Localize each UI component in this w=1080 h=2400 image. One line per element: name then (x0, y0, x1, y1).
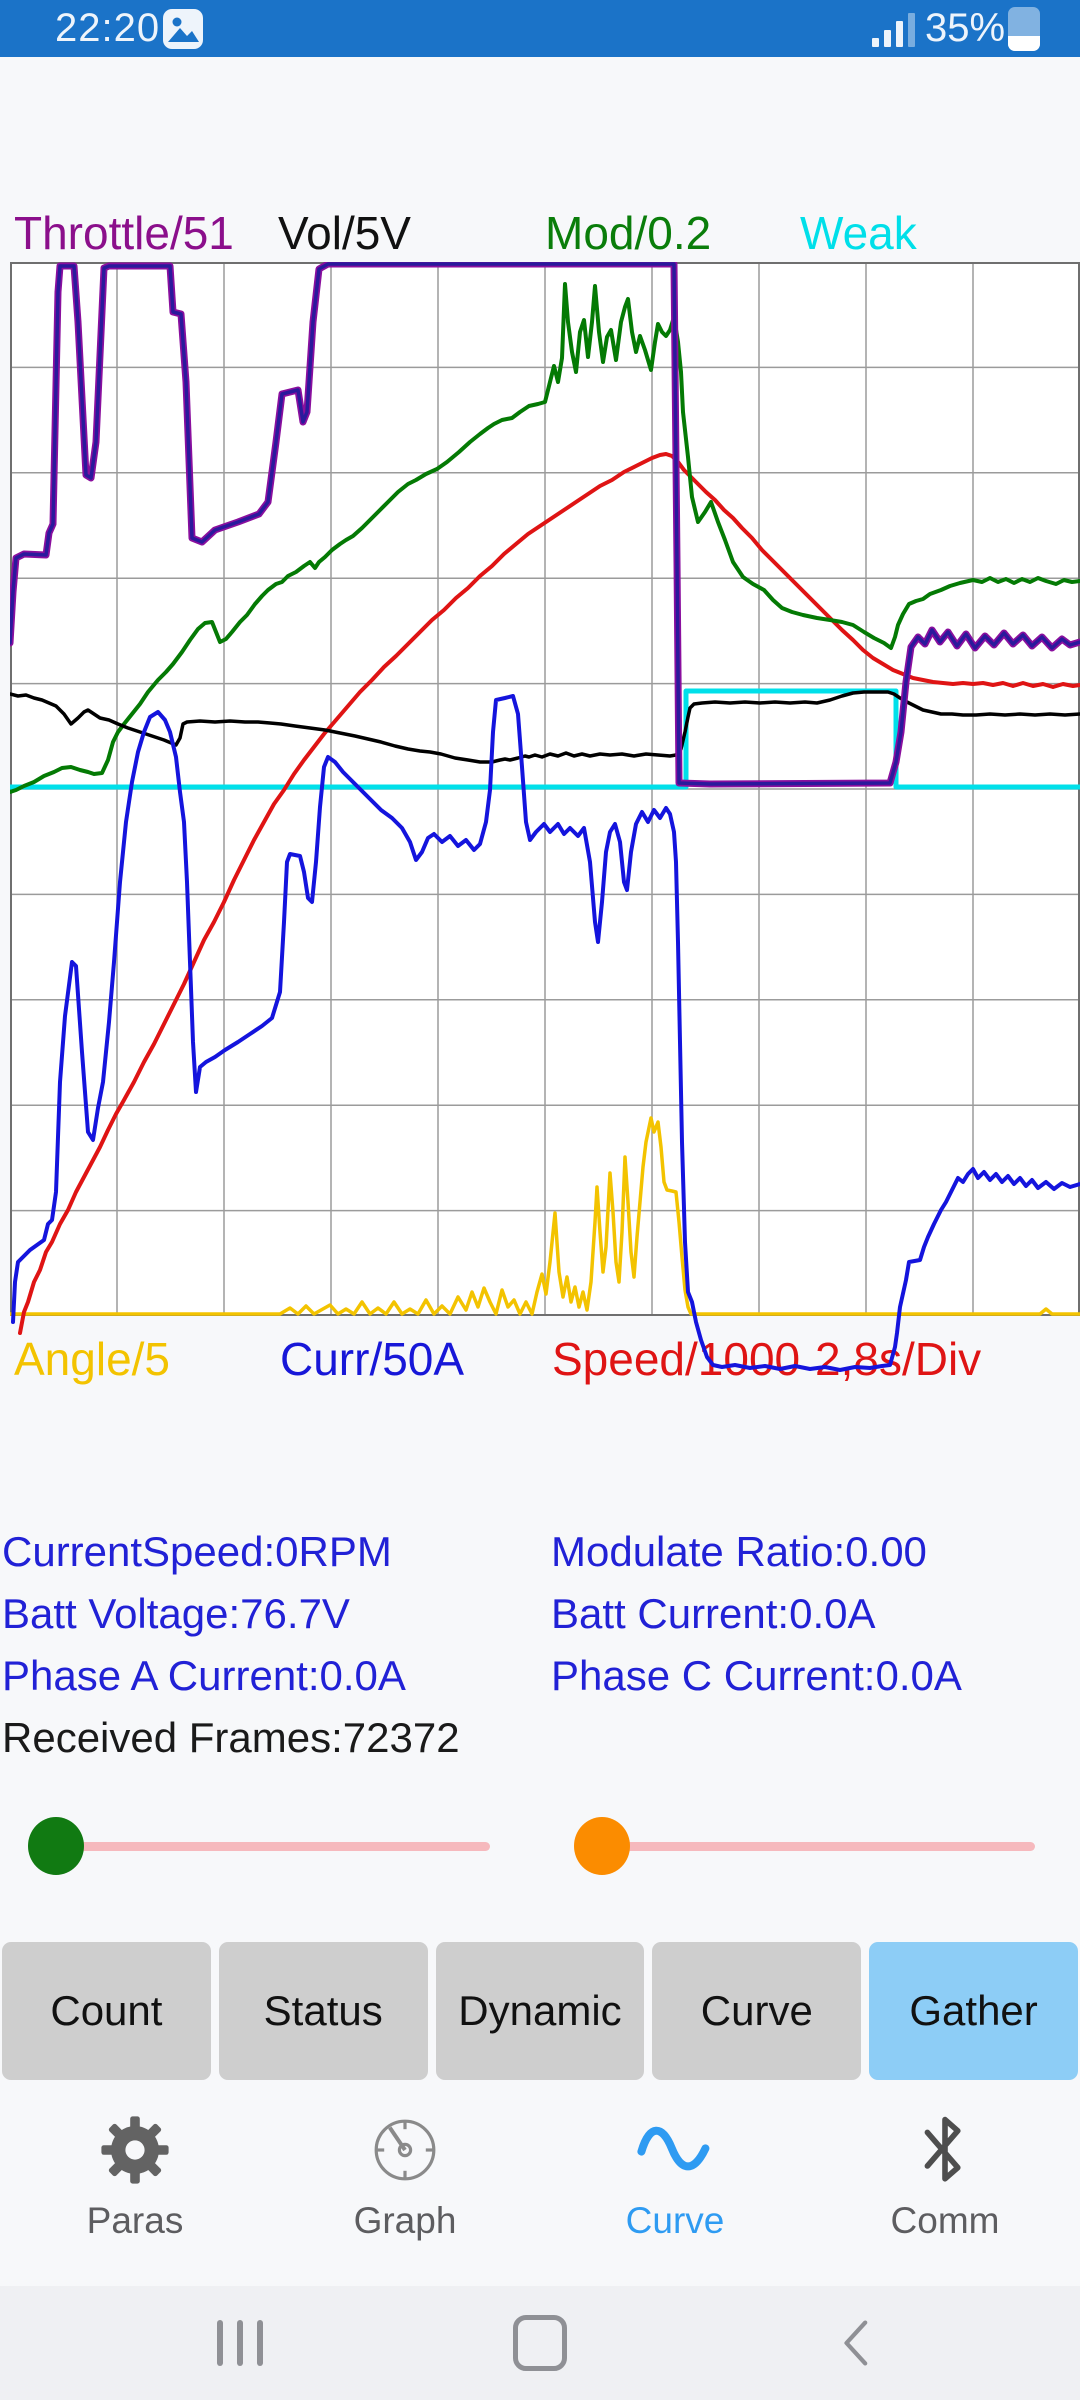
tab-gather[interactable]: Gather (869, 1942, 1078, 2080)
gear-icon (93, 2108, 177, 2192)
legend-time-per-div: 2,8s/Div (815, 1333, 982, 1385)
phase-a-current-readout: Phase A Current:0.0A (2, 1652, 406, 1699)
right-slider[interactable] (570, 1816, 1050, 1876)
curve-weak (10, 688, 1080, 790)
android-system-nav (0, 2286, 1080, 2400)
nav-item-graph[interactable]: Graph (270, 2098, 540, 2283)
legend-weak: Weak (800, 207, 917, 259)
back-chevron-icon (844, 2320, 868, 2366)
signal-strength-icon (872, 13, 918, 47)
right-slider-thumb[interactable] (574, 1817, 630, 1875)
recents-icon (217, 2320, 263, 2366)
screenshot-photo-icon (163, 9, 203, 49)
nav-label-curve: Curve (625, 2200, 725, 2241)
batt-current-readout: Batt Current:0.0A (551, 1590, 876, 1637)
left-slider[interactable] (0, 1816, 520, 1876)
home-button[interactable] (460, 2286, 620, 2400)
phase-c-current-readout: Phase C Current:0.0A (551, 1652, 962, 1699)
chart-legend-bottom: Angle/5 Curr/50A Speed/1000 2,8s/Div (0, 1332, 1080, 1385)
wave-icon (633, 2108, 717, 2192)
right-slider-track[interactable] (602, 1842, 1035, 1851)
curve-angle (10, 1116, 1080, 1316)
nav-item-paras[interactable]: Paras (0, 2098, 270, 2283)
legend-voltage: Vol/5V (278, 207, 411, 259)
tab-curve[interactable]: Curve (652, 1942, 862, 2080)
left-slider-thumb[interactable] (28, 1817, 84, 1875)
curve-throttle-core (10, 262, 1080, 786)
tab-status[interactable]: Status (218, 1942, 428, 2080)
modulate-ratio-readout: Modulate Ratio:0.00 (551, 1528, 927, 1575)
gauge-icon (363, 2108, 447, 2192)
chart-legend-top: Throttle/51 Vol/5V Mod/0.2 Weak (0, 206, 1080, 259)
nav-label-paras: Paras (86, 2200, 184, 2241)
clock: 22:20 (55, 6, 161, 50)
tab-button-row: Count Status Dynamic Curve Gather (2, 1942, 1078, 2080)
legend-throttle: Throttle/51 (14, 207, 234, 259)
curve-vol (10, 690, 1080, 764)
left-slider-track[interactable] (56, 1842, 490, 1851)
nav-label-comm: Comm (890, 2200, 1000, 2241)
legend-angle: Angle/5 (14, 1333, 171, 1385)
recent-apps-button[interactable] (160, 2286, 320, 2400)
current-speed-readout: CurrentSpeed:0RPM (2, 1528, 392, 1575)
oscilloscope-chart (10, 262, 1080, 1402)
legend-current: Curr/50A (280, 1333, 465, 1385)
home-icon (513, 2315, 567, 2371)
tab-dynamic[interactable]: Dynamic (435, 1942, 645, 2080)
legend-speed: Speed/1000 (552, 1333, 801, 1385)
legend-modulation: Mod/0.2 (545, 207, 712, 259)
received-frames-readout: Received Frames:72372 (2, 1714, 460, 1761)
bluetooth-icon (903, 2108, 987, 2192)
back-button[interactable] (775, 2286, 935, 2400)
nav-label-graph: Graph (353, 2200, 457, 2241)
tab-count[interactable]: Count (2, 1942, 211, 2080)
status-bar: 22:20 35% (0, 0, 1080, 57)
curve-mod (10, 282, 1080, 794)
nav-item-curve[interactable]: Curve (540, 2098, 810, 2283)
chart-canvas (10, 262, 1080, 1372)
curve-speed (18, 452, 1080, 1335)
batt-voltage-readout: Batt Voltage:76.7V (2, 1590, 350, 1637)
battery-icon (1008, 7, 1040, 51)
curve-throttle (10, 262, 1080, 788)
battery-percent: 35% (925, 6, 1006, 50)
bottom-navigation: Paras Graph Curve (0, 2098, 1080, 2283)
nav-item-comm[interactable]: Comm (810, 2098, 1080, 2283)
curve-curr (11, 694, 1080, 1372)
